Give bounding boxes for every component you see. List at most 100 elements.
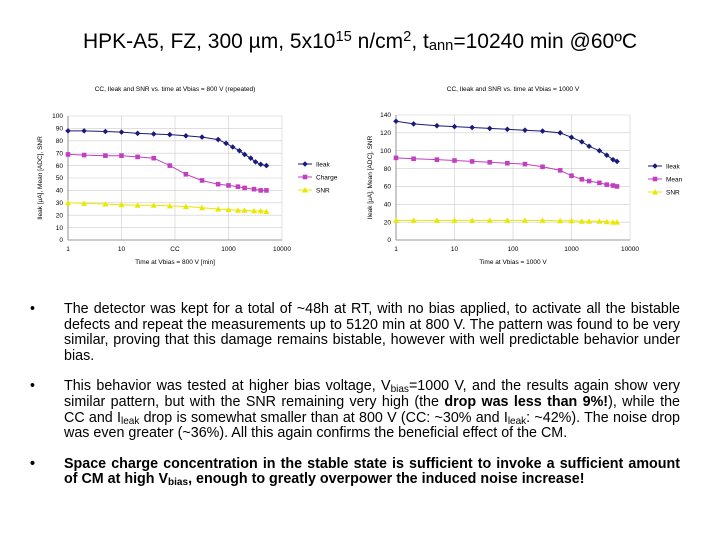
data-point: [486, 125, 493, 132]
y-tick-label: 30: [56, 200, 64, 207]
data-point: [81, 200, 88, 206]
data-point: [557, 217, 564, 224]
legend-label: SNR: [316, 187, 330, 194]
legend-label: Ileak: [666, 163, 680, 170]
y-tick-label: 140: [380, 112, 391, 119]
y-axis-label: Ileak [µA], Mean [ADC], SNR: [367, 135, 374, 219]
data-point: [102, 201, 109, 207]
data-point: [258, 188, 264, 193]
y-tick-label: 90: [56, 126, 64, 133]
data-point: [539, 217, 546, 223]
data-point: [81, 152, 87, 158]
data-point: [215, 206, 222, 212]
data-point: [134, 202, 141, 208]
data-point: [610, 156, 616, 163]
data-point: [134, 130, 141, 137]
data-point: [596, 218, 603, 224]
data-point: [614, 219, 621, 225]
data-point: [652, 176, 658, 182]
data-point: [393, 155, 399, 161]
data-point: [578, 218, 585, 224]
data-point: [229, 144, 236, 150]
y-tick-label: 60: [384, 184, 392, 191]
data-point: [487, 160, 493, 165]
data-point: [81, 128, 87, 134]
data-point: [433, 217, 440, 223]
data-point: [151, 155, 157, 161]
data-point: [452, 158, 457, 163]
data-point: [586, 143, 592, 150]
x-tick-label: 100: [508, 246, 519, 253]
data-point: [410, 217, 417, 223]
data-point: [223, 140, 229, 147]
data-point: [469, 124, 475, 131]
data-point: [264, 188, 269, 193]
data-point: [652, 189, 658, 195]
data-point: [199, 134, 205, 140]
y-tick-label: 60: [56, 163, 64, 170]
slide-title: HPK-A5, FZ, 300 µm, 5x1015 n/cm2, tann=1…: [82, 29, 638, 54]
data-point: [451, 217, 458, 223]
data-point: [182, 203, 189, 210]
y-tick-label: 120: [380, 130, 391, 137]
data-point: [199, 178, 205, 183]
x-axis-label: Time at Vbias = 1000 V: [479, 259, 547, 266]
chart-title: CC, Ileak and SNR vs. time at Vbias = 10…: [447, 86, 580, 93]
data-point: [302, 161, 308, 167]
y-tick-label: 20: [384, 219, 392, 226]
data-point: [199, 204, 206, 211]
data-point: [241, 151, 248, 158]
data-point: [410, 121, 417, 127]
data-point: [183, 133, 189, 139]
data-point: [251, 186, 257, 192]
legend-label: SNR: [666, 189, 680, 196]
data-point: [263, 208, 270, 214]
data-point: [234, 207, 241, 213]
x-tick-label: 10: [451, 246, 459, 253]
x-tick-label: 10: [118, 246, 126, 253]
data-point: [434, 157, 440, 162]
bullet-dot: •: [30, 455, 36, 472]
data-point: [103, 153, 108, 158]
data-point: [135, 154, 140, 160]
y-tick-label: 100: [380, 148, 391, 155]
data-point: [557, 130, 563, 136]
data-point: [102, 128, 109, 135]
data-point: [504, 126, 511, 133]
legend-label: Charge: [316, 174, 338, 181]
y-tick-label: 80: [384, 166, 392, 173]
data-point: [167, 163, 173, 168]
data-point: [150, 131, 157, 137]
y-tick-label: 40: [56, 188, 64, 195]
y-tick-label: 0: [59, 237, 63, 244]
data-point: [235, 184, 241, 189]
data-point: [118, 129, 125, 135]
x-tick-label: 10000: [621, 246, 639, 253]
data-point: [596, 147, 603, 154]
y-tick-label: 0: [387, 237, 391, 244]
data-point: [610, 183, 616, 188]
data-point: [652, 163, 658, 169]
data-point: [597, 180, 602, 186]
y-tick-label: 40: [384, 201, 392, 208]
y-tick-label: 70: [56, 150, 64, 157]
y-tick-label: 80: [56, 138, 64, 145]
x-tick-label: 1000: [221, 246, 236, 253]
bullet-3: • Space charge concentration in the stab…: [30, 455, 680, 489]
data-point: [522, 161, 528, 167]
data-point: [65, 152, 71, 157]
data-point: [569, 173, 574, 179]
data-point: [540, 164, 545, 170]
data-point: [263, 162, 270, 169]
data-point: [505, 160, 510, 166]
data-point: [451, 123, 458, 130]
y-axis-label: Ileak [µA], Mean [ADC], SNR: [37, 136, 44, 220]
x-tick-label: CC: [170, 246, 180, 253]
data-point: [393, 217, 399, 223]
data-point: [393, 118, 399, 125]
data-point: [504, 217, 511, 223]
y-tick-label: 10: [56, 225, 64, 232]
data-point: [119, 153, 124, 158]
y-tick-label: 50: [56, 175, 64, 182]
data-point: [241, 207, 248, 213]
